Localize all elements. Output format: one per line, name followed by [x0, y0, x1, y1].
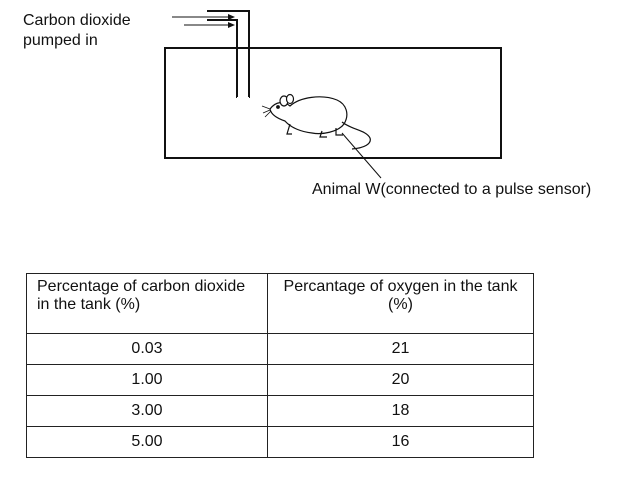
table-row: 5.00 16 [26, 426, 534, 458]
rat-icon [261, 93, 371, 150]
animal-pointer-line [341, 132, 382, 179]
data-table: Percentage of carbon dioxide in the tank… [26, 273, 534, 458]
table-cell: 3.00 [26, 395, 268, 427]
table-header-row: Percentage of carbon dioxide in the tank… [26, 273, 534, 334]
table-cell: 18 [267, 395, 534, 427]
table-row: 1.00 20 [26, 364, 534, 396]
animal-label: Animal W(connected to a pulse sensor) [312, 181, 592, 198]
table-cell: 5.00 [26, 426, 268, 458]
table-row: 3.00 18 [26, 395, 534, 427]
gas-inlet-label-line1: Carbon dioxide [23, 12, 131, 29]
table-row: 0.03 21 [26, 333, 534, 365]
inlet-pipe [207, 10, 250, 98]
gas-flow-arrow-head [228, 14, 235, 20]
column-header-carbon-dioxide: Percentage of carbon dioxide in the tank… [26, 273, 268, 334]
column-header-oxygen: Percantage of oxygen in the tank (%) [267, 273, 534, 334]
table-cell: 0.03 [26, 333, 268, 365]
table-cell: 16 [267, 426, 534, 458]
tank [164, 47, 502, 159]
gas-inlet-label: Carbon dioxide pumped in [23, 11, 131, 51]
gas-flow-arrow-head [228, 22, 235, 28]
table-cell: 1.00 [26, 364, 268, 396]
table-cell: 21 [267, 333, 534, 365]
gas-inlet-label-line2: pumped in [23, 32, 98, 49]
table-cell: 20 [267, 364, 534, 396]
